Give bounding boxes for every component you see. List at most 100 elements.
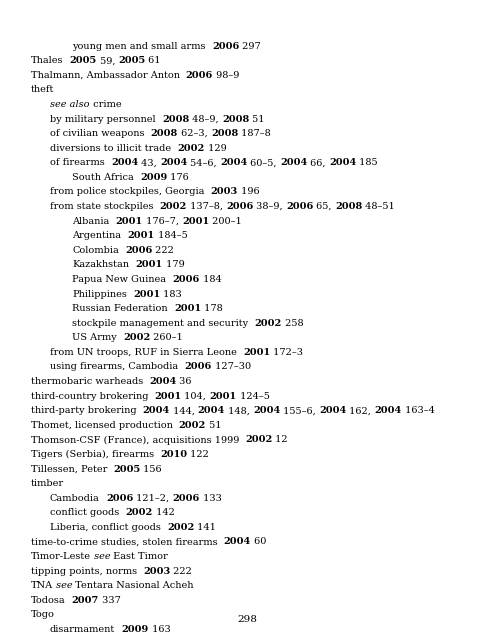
Text: 137–8,: 137–8, xyxy=(187,202,226,211)
Text: 129: 129 xyxy=(204,144,226,153)
Text: 176–7,: 176–7, xyxy=(143,217,182,226)
Text: Argentina: Argentina xyxy=(72,231,121,240)
Text: 2001: 2001 xyxy=(243,348,270,357)
Text: 187–8: 187–8 xyxy=(238,129,271,138)
Text: 222: 222 xyxy=(170,566,192,575)
Text: 2006: 2006 xyxy=(186,71,213,80)
Text: 2006: 2006 xyxy=(226,202,253,211)
Text: by military personnel: by military personnel xyxy=(50,115,155,124)
Text: using firearms, Cambodia: using firearms, Cambodia xyxy=(50,362,178,371)
Text: 2004: 2004 xyxy=(223,538,250,547)
Text: TNA: TNA xyxy=(31,581,52,590)
Text: 2004: 2004 xyxy=(253,406,280,415)
Text: crime: crime xyxy=(90,100,121,109)
Text: 104,: 104, xyxy=(182,392,209,401)
Text: 258: 258 xyxy=(282,319,303,328)
Text: 60: 60 xyxy=(250,538,266,547)
Text: tipping points, norms: tipping points, norms xyxy=(31,566,137,575)
Text: 297: 297 xyxy=(239,42,261,51)
Text: 2004: 2004 xyxy=(220,158,248,167)
Text: 144,: 144, xyxy=(170,406,198,415)
Text: 2008: 2008 xyxy=(222,115,249,124)
Text: third-country brokering: third-country brokering xyxy=(31,392,148,401)
Text: Timor-Leste: Timor-Leste xyxy=(31,552,91,561)
Text: 2001: 2001 xyxy=(209,392,237,401)
Text: 2004: 2004 xyxy=(198,406,225,415)
Text: 2004: 2004 xyxy=(329,158,356,167)
Text: East Timor: East Timor xyxy=(110,552,168,561)
Text: timber: timber xyxy=(31,479,64,488)
Text: 200–1: 200–1 xyxy=(209,217,242,226)
Text: thermobaric warheads: thermobaric warheads xyxy=(31,377,143,386)
Text: 122: 122 xyxy=(187,450,209,459)
Text: 2001: 2001 xyxy=(116,217,143,226)
Text: 298: 298 xyxy=(238,615,257,624)
Text: Todosa: Todosa xyxy=(31,596,65,605)
Text: 163: 163 xyxy=(149,625,170,634)
Text: 124–5: 124–5 xyxy=(237,392,269,401)
Text: 2002: 2002 xyxy=(126,508,153,517)
Text: 62–3,: 62–3, xyxy=(178,129,211,138)
Text: Liberia, conflict goods: Liberia, conflict goods xyxy=(50,523,161,532)
Text: 156: 156 xyxy=(141,465,162,474)
Text: 2004: 2004 xyxy=(319,406,346,415)
Text: Kazakhstan: Kazakhstan xyxy=(72,260,129,269)
Text: 179: 179 xyxy=(162,260,184,269)
Text: 2004: 2004 xyxy=(111,158,138,167)
Text: 163–4: 163–4 xyxy=(401,406,435,415)
Text: 2006: 2006 xyxy=(184,362,212,371)
Text: 127–30: 127–30 xyxy=(212,362,251,371)
Text: 2002: 2002 xyxy=(179,421,206,430)
Text: 2006: 2006 xyxy=(172,493,200,503)
Text: Thomson-CSF (France), acquisitions 1999: Thomson-CSF (France), acquisitions 1999 xyxy=(31,435,239,445)
Text: US Army: US Army xyxy=(72,333,117,342)
Text: stockpile management and security: stockpile management and security xyxy=(72,319,248,328)
Text: 2005: 2005 xyxy=(113,465,141,474)
Text: 133: 133 xyxy=(200,493,222,503)
Text: Togo: Togo xyxy=(31,611,54,620)
Text: Tigers (Serbia), firearms: Tigers (Serbia), firearms xyxy=(31,450,153,459)
Text: 2004: 2004 xyxy=(280,158,307,167)
Text: 2002: 2002 xyxy=(160,202,187,211)
Text: Albania: Albania xyxy=(72,217,109,226)
Text: 2010: 2010 xyxy=(160,450,187,459)
Text: 2006: 2006 xyxy=(286,202,313,211)
Text: young men and small arms: young men and small arms xyxy=(72,42,206,51)
Text: conflict goods: conflict goods xyxy=(50,508,119,517)
Text: 337: 337 xyxy=(99,596,121,605)
Text: Colombia: Colombia xyxy=(72,246,119,255)
Text: 36: 36 xyxy=(176,377,192,386)
Text: 60–5,: 60–5, xyxy=(248,158,280,167)
Text: 2007: 2007 xyxy=(71,596,99,605)
Text: South Africa: South Africa xyxy=(72,173,134,182)
Text: 2003: 2003 xyxy=(211,188,238,196)
Text: 59,: 59, xyxy=(97,56,118,65)
Text: Tentara Nasional Acheh: Tentara Nasional Acheh xyxy=(72,581,194,590)
Text: 148,: 148, xyxy=(225,406,253,415)
Text: see: see xyxy=(52,581,72,590)
Text: of civilian weapons: of civilian weapons xyxy=(50,129,145,138)
Text: 48–51: 48–51 xyxy=(362,202,395,211)
Text: of firearms: of firearms xyxy=(50,158,105,167)
Text: 2004: 2004 xyxy=(374,406,401,415)
Text: 2008: 2008 xyxy=(151,129,178,138)
Text: Thales: Thales xyxy=(31,56,63,65)
Text: 176: 176 xyxy=(167,173,189,182)
Text: 2006: 2006 xyxy=(212,42,239,51)
Text: Tillessen, Peter: Tillessen, Peter xyxy=(31,465,107,474)
Text: 184–5: 184–5 xyxy=(154,231,187,240)
Text: 2006: 2006 xyxy=(106,493,133,503)
Text: 2008: 2008 xyxy=(162,115,189,124)
Text: 2001: 2001 xyxy=(133,289,160,299)
Text: 65,: 65, xyxy=(313,202,335,211)
Text: 155–6,: 155–6, xyxy=(280,406,319,415)
Text: Philippines: Philippines xyxy=(72,289,127,299)
Text: see also: see also xyxy=(50,100,90,109)
Text: 183: 183 xyxy=(160,289,182,299)
Text: Cambodia: Cambodia xyxy=(50,493,100,503)
Text: 48–9,: 48–9, xyxy=(189,115,222,124)
Text: 38–9,: 38–9, xyxy=(253,202,286,211)
Text: 121–2,: 121–2, xyxy=(133,493,172,503)
Text: 196: 196 xyxy=(238,188,259,196)
Text: 184: 184 xyxy=(199,275,221,284)
